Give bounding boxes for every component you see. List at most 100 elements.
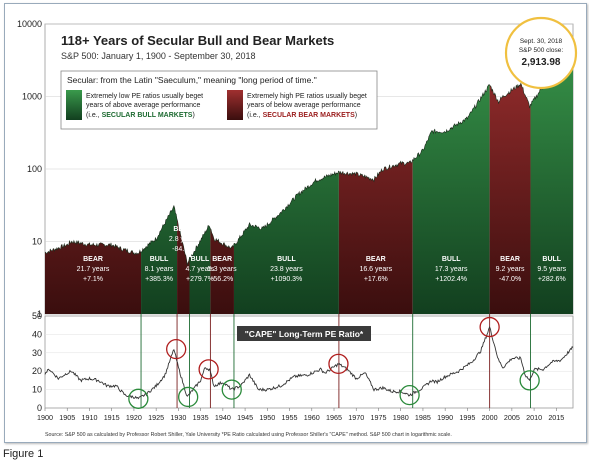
x-tick-label: 1905	[59, 413, 75, 422]
period-change: +17.6%	[364, 276, 388, 283]
x-tick-label: 1960	[304, 413, 320, 422]
period-change: -84.8%	[172, 246, 194, 253]
cape-y-tick-labels: 0 10 20 30 40 50	[32, 311, 42, 413]
sp500-price-line	[44, 61, 574, 266]
legend-bull-line1: Extremely low PE ratios usually beget	[86, 93, 203, 100]
x-tick-label: 1945	[237, 413, 253, 422]
source-note: Source: S&P 500 as calculated by Profess…	[45, 432, 452, 438]
period-change: +1202.4%	[435, 276, 467, 283]
x-tick-label: 1980	[393, 413, 409, 422]
period-label-6: BEAR 16.6 years +17.6%	[359, 256, 392, 283]
legend-bull-line2: years of above average performance	[86, 102, 201, 109]
cape-low-circle	[399, 384, 420, 406]
price-y-tick: 1	[37, 309, 42, 319]
x-tick-label: 1935	[193, 413, 209, 422]
callout-date: Sept. 30, 2018	[520, 38, 563, 45]
cape-y-tick: 50	[32, 311, 42, 321]
x-tick-label: 1920	[126, 413, 142, 422]
x-tick-label: 1930	[170, 413, 186, 422]
cape-high-circle	[479, 316, 500, 338]
period-label-4: BEAR 5.3 years -56.2%	[208, 256, 237, 283]
period-change: -47.0%	[499, 276, 521, 283]
chart-subtitle: S&P 500: January 1, 1900 - September 30,…	[61, 51, 255, 61]
x-tick-label: 1900	[37, 413, 53, 422]
period-years: 17.3 years	[435, 266, 468, 273]
period-years: 2.8 years	[169, 236, 198, 243]
callout-value: 2,913.98	[522, 57, 561, 68]
price-y-tick-labels: 1 10 100 1000 10000	[17, 19, 42, 319]
legend-bull-swatch	[66, 90, 82, 120]
period-change: +385.3%	[145, 276, 173, 283]
period-years: 9.5 years	[537, 266, 566, 273]
period-label-1: BULL 8.1 years +385.3%	[145, 256, 174, 283]
period-years: 5.3 years	[208, 266, 237, 273]
period-change: +1090.3%	[271, 276, 303, 283]
price-y-tick: 10000	[17, 19, 42, 29]
period-label-0: BEAR 21.7 years +7.1%	[77, 256, 110, 283]
period-kind: BEAR	[212, 256, 232, 263]
legend-bear-line1: Extremely high PE ratios usually beget	[247, 93, 367, 100]
x-tick-label: 2015	[548, 413, 564, 422]
legend-bear-line2: years of below average performance	[247, 102, 361, 109]
period-kind: BEAR	[83, 256, 103, 263]
legend-bear-line3: (i.e., SECULAR BEAR MARKETS)	[247, 112, 357, 119]
x-tick-label: 2005	[504, 413, 520, 422]
period-years: 9.2 years	[496, 266, 525, 273]
period-kind: BULL	[277, 256, 296, 263]
cape-high-circle	[166, 338, 187, 360]
x-tick-label: 1985	[415, 413, 431, 422]
cape-y-tick: 40	[32, 329, 42, 339]
figure-frame: 1 10 100 1000 10000 BEAR 21.7 years +7.1% BULL 8…	[4, 3, 587, 443]
cape-y-tick: 10	[32, 385, 42, 395]
period-kind: BEAR	[366, 256, 386, 263]
cape-low-circle	[519, 370, 540, 391]
legend-bull-line3: (i.e., SECULAR BULL MARKETS)	[86, 112, 195, 119]
x-tick-label: 1915	[104, 413, 120, 422]
cape-high-circle	[328, 353, 349, 374]
x-tick-label: 1925	[148, 413, 164, 422]
period-kind: BULL	[191, 256, 210, 263]
period-label-8: BEAR 9.2 years -47.0%	[496, 256, 525, 283]
period-label-9: BULL 9.5 years +282.6%	[537, 256, 566, 283]
cape-y-tick: 30	[32, 348, 42, 358]
period-years: 8.1 years	[145, 266, 174, 273]
latest-close-callout: Sept. 30, 2018 S&P 500 close: 2,913.98	[504, 16, 578, 90]
cape-extreme-circles	[128, 316, 540, 409]
bear-band	[489, 62, 531, 314]
period-change: +279.7%	[186, 276, 214, 283]
period-change: -56.2%	[211, 276, 233, 283]
period-label-5: BULL 23.8 years +1090.3%	[270, 256, 303, 283]
period-kind: BEAR	[500, 256, 520, 263]
legend-box: Secular: from the Latin "Saeculum," mean…	[60, 70, 378, 130]
x-tick-label: 1965	[326, 413, 342, 422]
x-tick-label: 2010	[526, 413, 542, 422]
x-tick-label: 1955	[282, 413, 298, 422]
period-kind: BULL	[150, 256, 169, 263]
x-tick-label: 1990	[437, 413, 453, 422]
legend-bear-swatch	[227, 90, 243, 120]
secular-definition: Secular: from the Latin "Saeculum," mean…	[67, 75, 317, 85]
period-label-3: BULL 4.7 years +279.7%	[186, 256, 215, 283]
figure-caption: Figure 1	[3, 448, 44, 460]
x-tick-labels: 1900 1905 1910 1915 1920 1925 1930 1935 1940 1945…	[37, 408, 564, 422]
period-label-7: BULL 17.3 years +1202.4%	[435, 256, 468, 283]
cape-label-box: "CAPE" Long-Term PE Ratio*	[237, 326, 371, 341]
period-label-2: BEAR 2.8 years -84.8%	[169, 226, 198, 253]
price-y-tick: 1000	[22, 92, 42, 102]
x-tick-label: 1950	[259, 413, 275, 422]
period-kind: BULL	[442, 256, 461, 263]
x-tick-label: 1975	[370, 413, 386, 422]
period-kind: BEAR	[173, 226, 193, 233]
cape-low-circle	[221, 379, 242, 400]
cape-low-circle	[128, 388, 149, 409]
chart-title: 118+ Years of Secular Bull and Bear Mark…	[61, 33, 334, 48]
period-years: 23.8 years	[270, 266, 303, 273]
price-y-tick: 100	[27, 164, 42, 174]
cape-low-circle	[178, 386, 199, 408]
x-tick-label: 1910	[81, 413, 97, 422]
period-change: +282.6%	[538, 276, 566, 283]
cape-label-text: "CAPE" Long-Term PE Ratio*	[245, 329, 364, 339]
cape-high-circle	[198, 359, 219, 380]
period-change: +7.1%	[83, 276, 103, 283]
